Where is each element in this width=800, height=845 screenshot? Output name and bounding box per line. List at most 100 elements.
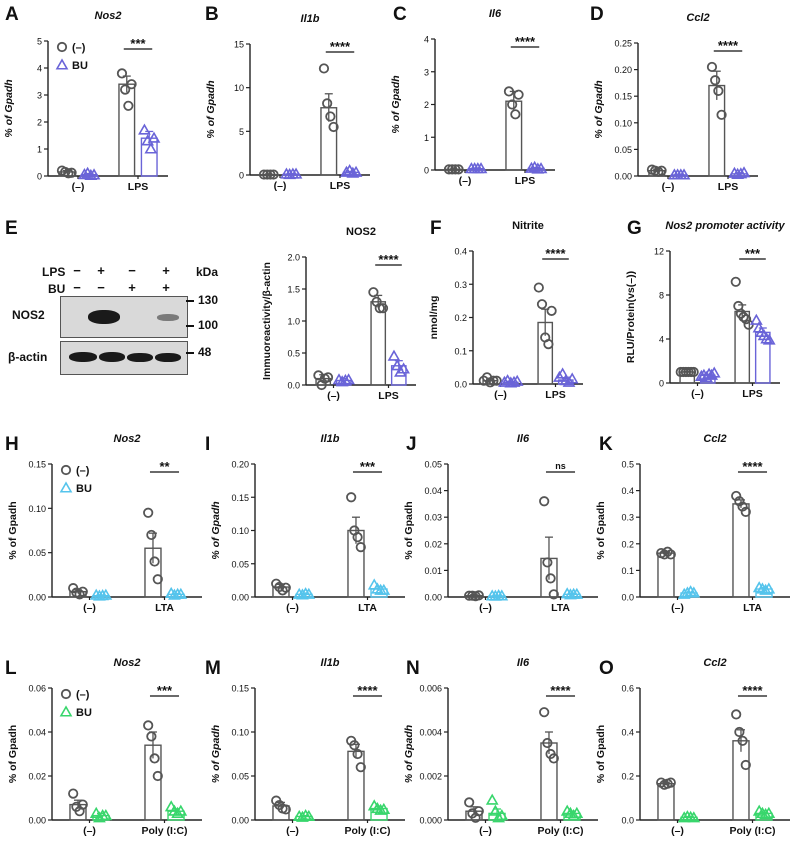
chart-panel-h: Nos2 0.00 0.05 0.10 0.15 % of Gpadh (–) LTA ** (–… bbox=[7, 433, 202, 614]
y-axis-label: RLU/Protein(vs(–)) bbox=[625, 271, 637, 363]
y-tick-label: 0.10 bbox=[28, 504, 46, 514]
x-tick-label: LTA bbox=[358, 602, 377, 614]
legend-label-bu: BU bbox=[72, 60, 88, 72]
y-axis-label: % of Gpadh bbox=[595, 501, 607, 559]
y-tick-label: 0.04 bbox=[28, 728, 46, 738]
y-tick-label: 0.15 bbox=[231, 493, 249, 503]
data-point-circle bbox=[513, 89, 524, 100]
data-point-triangle bbox=[762, 582, 776, 594]
data-point-circle bbox=[280, 804, 291, 815]
y-tick-label: 0.05 bbox=[231, 772, 249, 782]
marker-tick bbox=[186, 325, 194, 327]
bar bbox=[657, 552, 675, 598]
blot-bu-sign: + bbox=[162, 280, 170, 295]
y-tick-label: 0.00 bbox=[231, 593, 249, 603]
y-tick-label: 0.1 bbox=[454, 346, 467, 356]
data-point-triangle bbox=[565, 372, 579, 384]
y-tick-label: 0.006 bbox=[419, 684, 442, 694]
y-tick-label: 10 bbox=[234, 83, 244, 93]
significance-label: *** bbox=[157, 683, 173, 698]
y-axis-label: Immuoreactivity/β-actin bbox=[261, 262, 273, 380]
panel-letter-g: G bbox=[627, 218, 642, 239]
data-point-circle bbox=[548, 753, 559, 764]
significance-label: *** bbox=[130, 36, 146, 51]
data-point-triangle bbox=[507, 375, 521, 387]
data-point-circle bbox=[258, 169, 270, 180]
x-tick-label: (–) bbox=[662, 181, 675, 193]
x-tick-label: (–) bbox=[72, 181, 85, 193]
actin-band bbox=[155, 353, 181, 362]
y-axis-label: % of Gpadh bbox=[210, 725, 222, 783]
y-tick-label: 5 bbox=[37, 37, 42, 47]
chart-title: Nitrite bbox=[512, 220, 544, 232]
data-point-triangle bbox=[340, 165, 353, 177]
y-tick-label: 0.0 bbox=[454, 380, 467, 390]
panel-letter-l: L bbox=[5, 658, 17, 679]
y-tick-label: 0.05 bbox=[231, 559, 249, 569]
y-tick-label: 0 bbox=[37, 172, 42, 182]
data-point-triangle bbox=[534, 162, 548, 174]
panel-letter-e: E bbox=[5, 218, 18, 239]
x-tick-label: (–) bbox=[691, 388, 704, 400]
chart-panel-f: Nitrite 0.0 0.1 0.2 0.3 0.4 nmol/mg (–) LPS **** bbox=[428, 220, 583, 401]
y-tick-label: 0.00 bbox=[424, 593, 442, 603]
y-tick-label: 0.06 bbox=[28, 684, 46, 694]
data-point-triangle bbox=[677, 168, 691, 180]
data-point-triangle bbox=[374, 803, 387, 815]
data-point-triangle bbox=[734, 167, 748, 179]
data-point-circle bbox=[152, 770, 163, 782]
y-tick-label: 3 bbox=[424, 67, 429, 77]
y-axis-label: % of Gpadh bbox=[3, 79, 15, 137]
data-point-triangle bbox=[489, 804, 502, 816]
y-axis-label: nmol/mg bbox=[428, 296, 440, 340]
x-tick-label: (–) bbox=[83, 602, 96, 614]
data-point-circle bbox=[280, 582, 291, 593]
significance-label: **** bbox=[742, 683, 763, 698]
y-axis-label: % of Gpadh bbox=[7, 501, 19, 559]
data-point-circle bbox=[533, 282, 544, 293]
significance-label: **** bbox=[550, 683, 571, 698]
y-tick-label: 0.15 bbox=[614, 92, 632, 102]
y-tick-label: 0.1 bbox=[621, 566, 634, 576]
legend-label-bu: BU bbox=[76, 483, 92, 495]
data-point-circle bbox=[488, 375, 499, 386]
data-point-circle bbox=[77, 799, 88, 810]
data-point-triangle bbox=[87, 168, 101, 180]
data-point-circle bbox=[731, 709, 742, 720]
y-tick-label: 0 bbox=[424, 166, 429, 176]
data-point-circle bbox=[355, 762, 366, 773]
data-point-triangle bbox=[474, 162, 488, 174]
legend-label-neg: (–) bbox=[76, 465, 90, 477]
data-point-triangle bbox=[174, 804, 188, 816]
x-tick-label: (–) bbox=[286, 602, 299, 614]
data-point-circle bbox=[503, 86, 515, 97]
x-tick-label: (–) bbox=[494, 389, 507, 401]
data-point-triangle bbox=[570, 587, 584, 599]
y-tick-label: 1.0 bbox=[287, 317, 300, 327]
marker-tick bbox=[186, 352, 194, 354]
bar bbox=[118, 83, 136, 177]
data-point-triangle bbox=[705, 368, 719, 380]
y-tick-label: 0.5 bbox=[621, 460, 634, 470]
data-point-circle bbox=[656, 165, 667, 176]
significance-label: *** bbox=[745, 246, 761, 261]
data-point-circle bbox=[464, 590, 475, 601]
chart-panel-g: Nos2 promoter activity 0 4 8 12 RLU/Protein(v… bbox=[625, 220, 785, 400]
data-point-circle bbox=[539, 707, 550, 718]
x-tick-label: (–) bbox=[327, 390, 340, 402]
data-point-triangle bbox=[498, 375, 511, 387]
data-point-circle bbox=[740, 314, 752, 325]
y-axis-label: % of Gpadh bbox=[7, 725, 19, 783]
y-tick-label: 0.0 bbox=[287, 381, 300, 391]
significance-label: *** bbox=[360, 459, 376, 474]
data-point-triangle bbox=[99, 808, 113, 821]
y-tick-label: 0.4 bbox=[454, 247, 467, 257]
data-point-triangle bbox=[346, 166, 360, 178]
y-tick-label: 0.10 bbox=[231, 728, 249, 738]
data-point-triangle bbox=[289, 167, 303, 179]
data-point-circle bbox=[318, 63, 330, 74]
y-tick-label: 0.25 bbox=[614, 39, 632, 49]
data-point-triangle bbox=[684, 585, 697, 597]
data-point-circle bbox=[152, 574, 163, 585]
y-tick-label: 2 bbox=[424, 100, 429, 110]
